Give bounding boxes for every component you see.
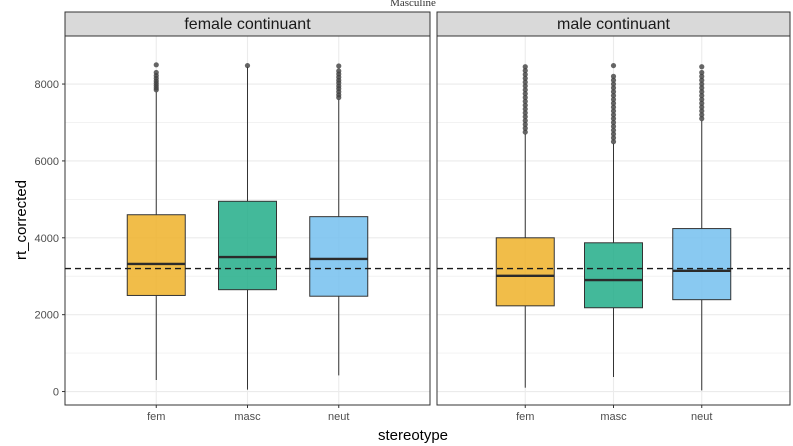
outlier-point [522, 83, 528, 89]
y-tick-label: 4000 [35, 233, 59, 245]
outlier-point [610, 104, 617, 110]
outlier-point [522, 106, 528, 112]
outlier-point [699, 69, 705, 76]
outlier-point [699, 108, 705, 114]
facet-panel: female continuant [64, 11, 431, 406]
outlier-point [522, 125, 528, 131]
outlier-point [522, 79, 528, 85]
outlier-point [699, 77, 705, 83]
outlier-point [522, 91, 528, 97]
outlier-point [522, 71, 528, 78]
outlier-point [699, 64, 705, 70]
outlier-point [610, 73, 617, 79]
y-axis-title: rt_corrected [13, 180, 30, 260]
outlier-point [699, 112, 705, 118]
outlier-point [153, 69, 159, 76]
box-masc [218, 62, 277, 390]
outlier-point [522, 98, 528, 104]
facet-panels: female continuant male continuant [64, 11, 791, 406]
x-tick-label: neut [691, 411, 712, 423]
outlier-point [610, 116, 617, 122]
x-tick-label: fem [516, 411, 534, 423]
outlier-point [610, 96, 617, 103]
outlier-point [610, 139, 617, 145]
outlier-point [699, 73, 705, 79]
outlier-point [699, 116, 705, 122]
outlier-point [522, 64, 528, 70]
box-neut [672, 64, 732, 391]
y-tick-label: 0 [53, 387, 59, 399]
facet-strip [64, 11, 431, 37]
outlier-point [244, 62, 251, 69]
x-tick-label: masc [600, 411, 627, 423]
outlier-point [522, 94, 528, 101]
box-fem [495, 64, 555, 388]
outlier-point [610, 119, 617, 126]
x-tick-label: fem [147, 411, 165, 423]
box-fem [126, 62, 186, 381]
y-axis: 0 2000 4000 6000 8000 [35, 79, 65, 399]
x-axis: fem masc neut fem masc neut [147, 405, 712, 423]
box-neut [309, 63, 369, 376]
outlier-point [610, 108, 617, 114]
outlier-point [522, 87, 528, 93]
x-tick-label: masc [234, 411, 261, 423]
facet-strip [436, 11, 791, 37]
outlier-point [610, 123, 617, 129]
outlier-point [610, 131, 617, 137]
outlier-point [610, 127, 617, 133]
box-rect [218, 200, 277, 291]
outlier-point [610, 92, 617, 99]
y-tick-label: 8000 [35, 79, 59, 91]
outlier-point [699, 81, 705, 87]
outlier-point [610, 100, 617, 106]
outlier-point [522, 102, 528, 108]
clipped-top-text: Masculine [390, 0, 436, 9]
outlier-point [699, 96, 705, 103]
outlier-point [336, 63, 342, 69]
outlier-point [522, 110, 528, 116]
facet-label: female continuant [184, 16, 311, 33]
outlier-point [153, 62, 159, 68]
y-tick-label: 6000 [35, 156, 59, 168]
outlier-point [522, 117, 528, 124]
box-rect [495, 237, 555, 307]
outlier-point [610, 81, 617, 87]
box-rect [672, 228, 732, 301]
outlier-point [522, 67, 528, 74]
outlier-point [699, 85, 705, 91]
box-rect [584, 242, 643, 309]
x-tick-label: neut [328, 411, 349, 423]
outlier-point [336, 68, 342, 74]
y-tick-label: 2000 [35, 310, 59, 322]
outlier-point [699, 100, 705, 106]
outlier-point [522, 129, 528, 135]
outlier-point [610, 85, 617, 91]
outlier-point [610, 62, 617, 69]
outlier-point [522, 114, 528, 120]
facet-label: male continuant [557, 16, 671, 33]
outlier-point [699, 89, 705, 95]
outlier-point [699, 92, 705, 99]
outlier-point [610, 112, 617, 118]
box-rect [126, 214, 186, 296]
outlier-point [610, 89, 617, 95]
outlier-point [522, 75, 528, 81]
outlier-point [610, 77, 617, 83]
facet-panel: male continuant [436, 11, 791, 406]
x-axis-title: stereotype [378, 427, 448, 444]
box-rect [309, 216, 369, 297]
outlier-point [522, 121, 528, 128]
box-masc [584, 62, 643, 377]
outlier-point [610, 135, 617, 141]
outlier-point [699, 104, 705, 110]
